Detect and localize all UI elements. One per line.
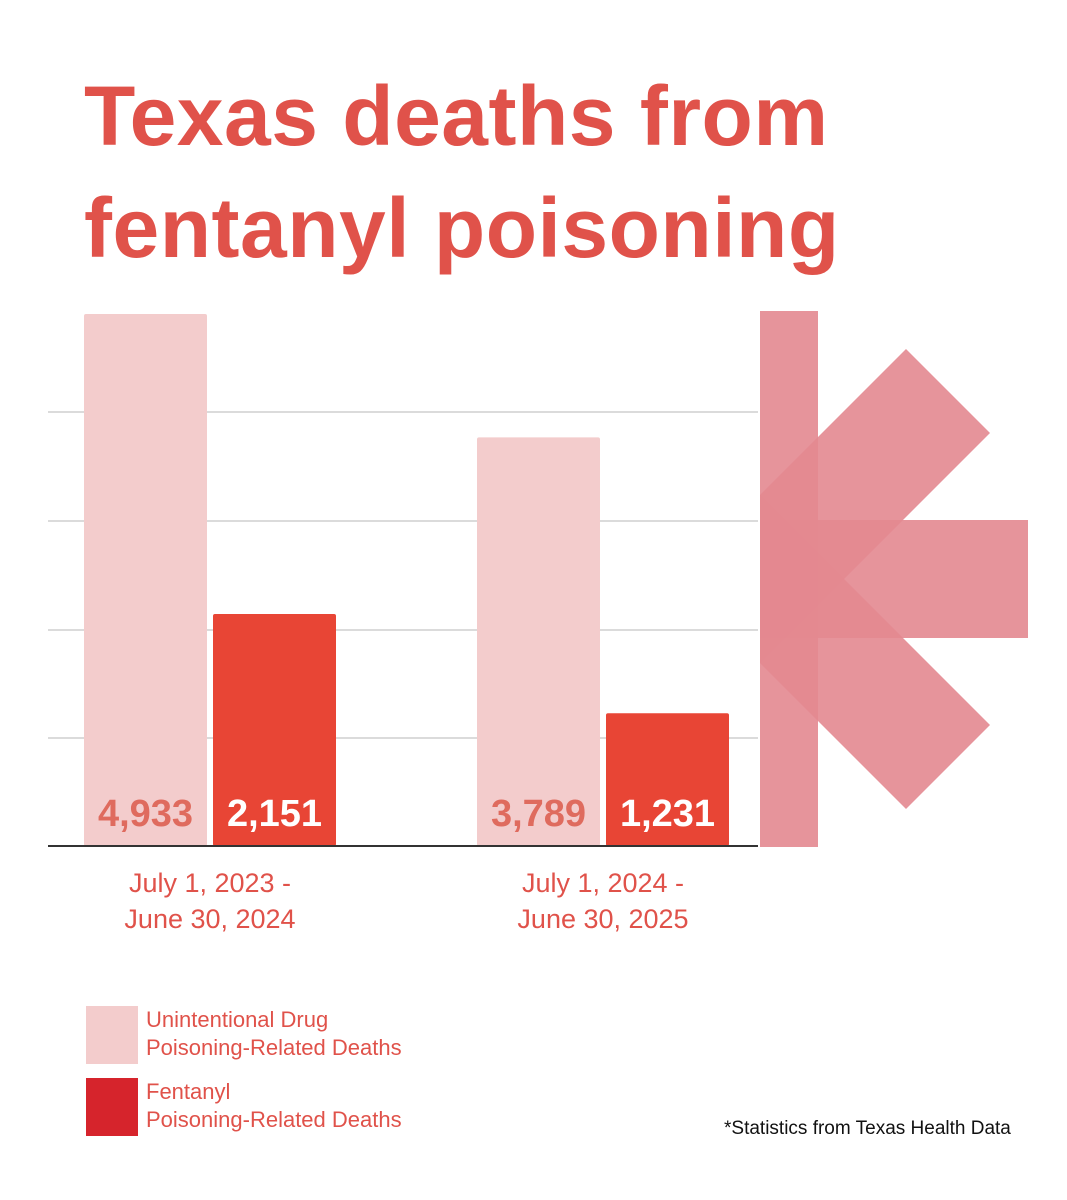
category-label-1-line-1: July 1, 2023 - (129, 868, 291, 898)
bar-value-label-unintentional-2: 3,789 (491, 793, 586, 835)
emblem-lower-diagonal (760, 495, 990, 809)
bar-unintentional-1 (84, 314, 207, 846)
category-label-1-line-2: June 30, 2024 (124, 904, 295, 934)
legend-swatch-fentanyl (86, 1078, 138, 1136)
category-label-2-line-2: June 30, 2025 (517, 904, 688, 934)
legend-label-unintentional: Unintentional Drug Poisoning-Related Deat… (146, 1007, 402, 1060)
chart-title: Texas deaths from fentanyl poisoning (84, 60, 1044, 284)
legend-label-fentanyl: Fentanyl Poisoning-Related Deaths (146, 1079, 402, 1132)
bar-value-label-unintentional-1: 4,933 (98, 793, 193, 835)
category-label-2-line-1: July 1, 2024 - (522, 868, 684, 898)
source-note: *Statistics from Texas Health Data (724, 1118, 1011, 1139)
bars (84, 314, 729, 846)
bar-unintentional-2 (477, 437, 600, 846)
bar-fentanyl-2 (606, 713, 729, 846)
asterisk-emblem-icon (760, 311, 1028, 847)
bar-value-label-fentanyl-2: 1,231 (620, 793, 715, 835)
title-line-1: Texas deaths from (84, 69, 829, 163)
title-line-2: fentanyl poisoning (84, 181, 840, 275)
data-labels: 4,933 3,789 2,151 1,231 (98, 793, 715, 835)
category-labels: July 1, 2023 - June 30, 2024 July 1, 2024 … (124, 868, 688, 934)
bar-fentanyl-1 (213, 614, 336, 846)
bar-value-label-fentanyl-1: 2,151 (227, 793, 322, 835)
legend-swatch-unintentional (86, 1006, 138, 1064)
